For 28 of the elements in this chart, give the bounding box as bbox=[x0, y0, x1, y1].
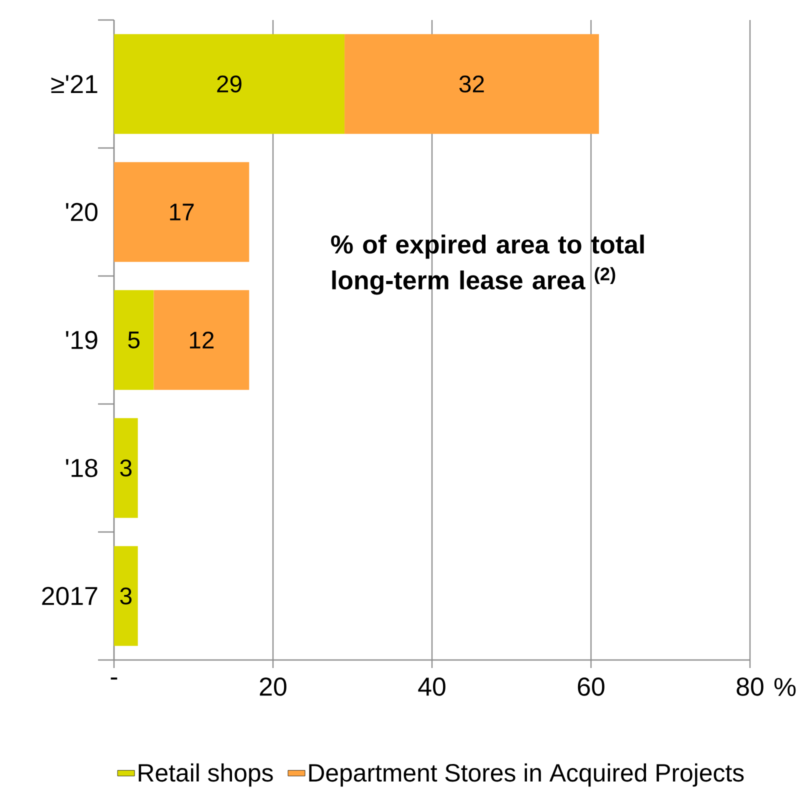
annotation: % of expired area to total long-term lease area $^{(2)}$ bbox=[331, 234, 644, 295]
y-tick-label: ≥'21 bbox=[51, 74, 98, 94]
bar bbox=[344, 34, 599, 134]
y-tick-label: '19 bbox=[66, 330, 98, 350]
data-label: 17 bbox=[170, 204, 194, 220]
y-tick-label: '18 bbox=[66, 458, 98, 478]
bar bbox=[114, 34, 345, 134]
data-label: 3 bbox=[120, 460, 132, 476]
bar bbox=[114, 290, 154, 390]
data-label: 12 bbox=[190, 332, 214, 348]
x-tick-label: 20 bbox=[260, 678, 286, 696]
x-tick-label: 60 bbox=[578, 678, 604, 696]
data-label: 5 bbox=[128, 332, 140, 348]
bar bbox=[114, 418, 138, 518]
bar bbox=[114, 546, 138, 646]
bar bbox=[114, 162, 250, 262]
x-tick-label: - bbox=[110, 678, 118, 680]
legend-label: Retail shops bbox=[138, 763, 273, 787]
legend-label: Department Stores in Acquired Projects bbox=[309, 763, 744, 787]
data-label: 3 bbox=[120, 588, 132, 604]
bar bbox=[154, 290, 250, 390]
y-tick-label: '20 bbox=[66, 202, 98, 222]
x-axis-title: % bbox=[774, 678, 796, 696]
y-tick-label: 2017 bbox=[42, 586, 98, 606]
x-tick-label: 80 bbox=[736, 678, 764, 696]
data-label: 29 bbox=[217, 76, 242, 92]
x-tick-label: 40 bbox=[418, 678, 446, 696]
data-label: 32 bbox=[459, 76, 484, 92]
